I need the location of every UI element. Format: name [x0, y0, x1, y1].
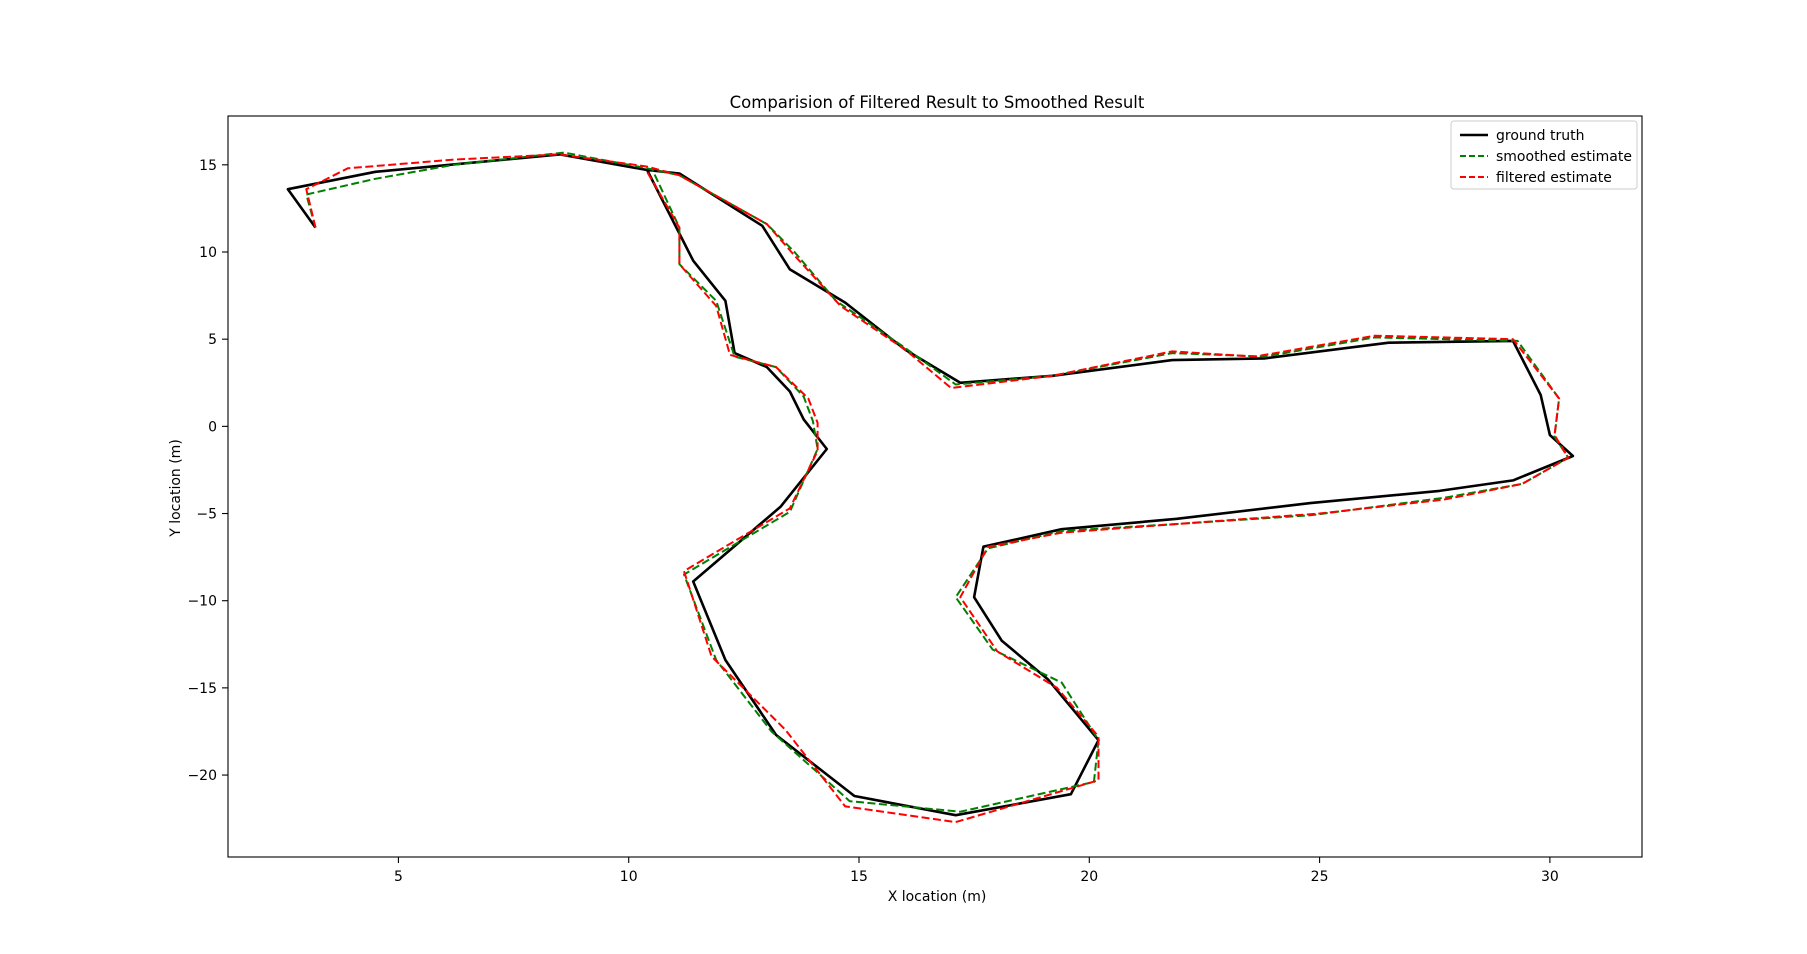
series-line-ground-truth: [286, 153, 1575, 817]
y-tick-label: 0: [208, 419, 217, 435]
axes-frame: [227, 115, 1643, 858]
x-tick-label: 20: [1080, 869, 1098, 885]
legend-label: ground truth: [1496, 128, 1584, 144]
y-tick-label: −10: [187, 594, 217, 610]
y-tick-label: −5: [196, 507, 217, 523]
y-tick-label: −20: [187, 768, 217, 784]
y-axis-label: Y location (m): [168, 439, 184, 538]
y-tick-label: 10: [199, 245, 217, 261]
y-tick-label: 5: [208, 332, 217, 348]
legend-box: [1450, 120, 1638, 190]
legend-label: smoothed estimate: [1496, 149, 1632, 165]
x-tick-label: 10: [620, 869, 638, 885]
x-axis-ticks: 5 10 15 20 25 30: [394, 857, 1559, 885]
plot-area: [227, 115, 1643, 858]
x-tick-label: 30: [1541, 869, 1559, 885]
legend-label: filtered estimate: [1496, 170, 1612, 186]
x-axis-label: X location (m): [888, 889, 987, 905]
y-axis-ticks: −20 −15 −10 −5 0 5 10 15: [187, 158, 228, 784]
legend: ground truth smoothed estimate filtered es…: [1450, 120, 1638, 190]
x-tick-label: 15: [850, 869, 868, 885]
x-tick-label: 25: [1311, 869, 1329, 885]
y-tick-label: −15: [187, 681, 217, 697]
chart-title: Comparision of Filtered Result to Smooth…: [730, 93, 1145, 112]
x-tick-label: 5: [394, 869, 403, 885]
y-tick-label: 15: [199, 158, 217, 174]
series-line-filtered-estimate: [305, 153, 1570, 824]
